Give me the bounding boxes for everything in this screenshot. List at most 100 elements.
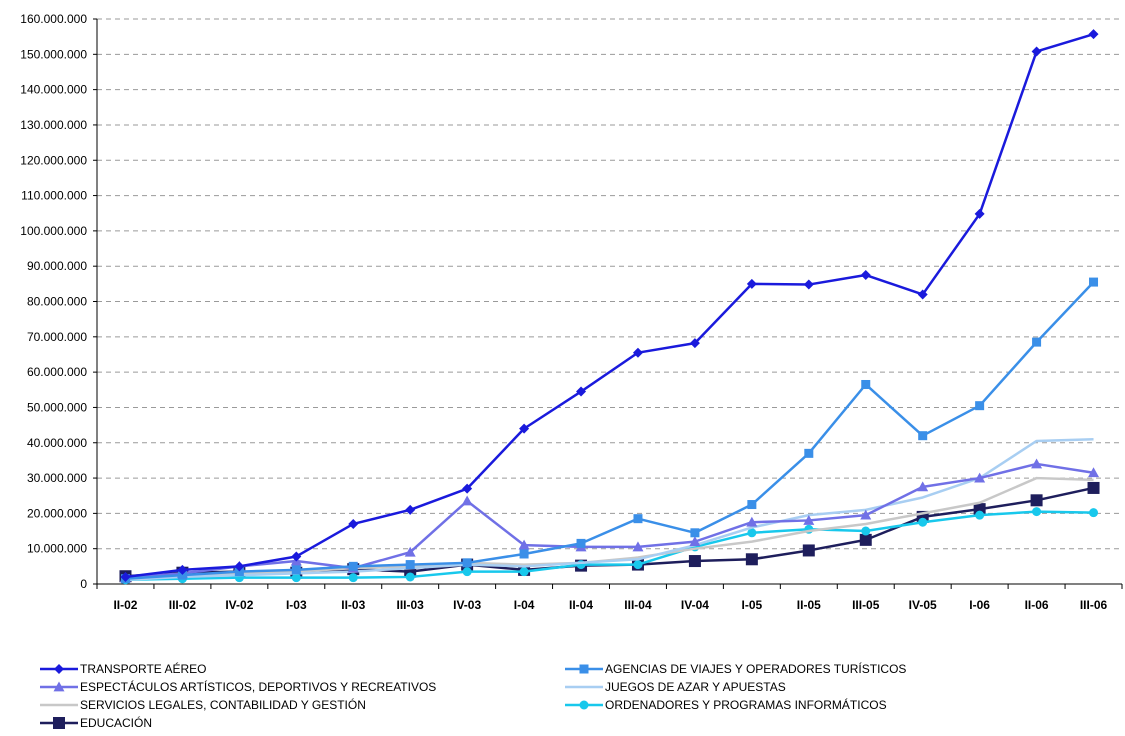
series-line (125, 437, 1094, 582)
legend-item: JUEGOS DE AZAR Y APUESTAS (565, 678, 786, 696)
data-point (861, 526, 871, 536)
data-point (348, 573, 358, 583)
data-point (917, 289, 928, 300)
data-point (234, 561, 245, 572)
data-point (462, 567, 472, 577)
data-point (803, 514, 815, 525)
data-point (1087, 481, 1100, 494)
y-tick-label: 130.000.000 (20, 118, 87, 132)
data-point (1030, 494, 1043, 507)
x-tick-label: III-03 (397, 598, 425, 612)
legend-label: TRANSPORTE AÉREO (80, 662, 207, 676)
data-point (746, 516, 758, 527)
data-point (291, 573, 301, 583)
data-point (234, 567, 244, 577)
legend-item: SERVICIOS LEGALES, CONTABILIDAD Y GESTIÓ… (40, 696, 366, 714)
data-point (405, 572, 415, 582)
data-point (975, 401, 985, 411)
series-line (125, 510, 1094, 582)
x-tick-label: II-06 (1025, 598, 1049, 612)
data-point (1088, 29, 1099, 40)
data-point (404, 546, 416, 557)
data-point (177, 570, 187, 580)
legend-item: ESPECTÁCULOS ARTÍSTICOS, DEPORTIVOS Y RE… (40, 678, 436, 696)
x-tick-label: IV-02 (225, 598, 253, 612)
data-point (689, 536, 701, 547)
legend-swatch (40, 717, 78, 729)
data-point (975, 510, 985, 520)
data-point (462, 483, 473, 494)
data-point (348, 561, 358, 571)
data-point (1088, 467, 1100, 478)
x-tick-label: II-05 (797, 598, 821, 612)
x-tick-label: III-05 (852, 598, 880, 612)
y-tick-label: 100.000.000 (20, 224, 87, 238)
data-point (917, 481, 929, 492)
data-point (348, 518, 359, 529)
data-point (861, 379, 871, 389)
data-point (461, 495, 473, 506)
y-tick-label: 140.000.000 (20, 83, 87, 97)
legend-item: AGENCIAS DE VIAJES Y OPERADORES TURÍSTIC… (565, 660, 906, 678)
data-point (859, 533, 872, 546)
data-point (688, 555, 701, 568)
y-tick-label: 70.000.000 (27, 330, 87, 344)
data-point (405, 560, 415, 570)
x-tick-label: III-06 (1080, 598, 1108, 612)
data-point (632, 541, 644, 552)
legend-label: SERVICIOS LEGALES, CONTABILIDAD Y GESTIÓ… (80, 698, 366, 712)
y-tick-label: 150.000.000 (20, 47, 87, 61)
legend-swatch-marker (579, 700, 589, 710)
data-point (1031, 458, 1043, 469)
data-point (745, 553, 758, 566)
data-point (689, 338, 700, 349)
y-tick-label: 40.000.000 (27, 436, 87, 450)
legend-swatch-marker (54, 664, 64, 674)
x-tick-label: I-06 (969, 598, 990, 612)
legend-swatch (565, 664, 603, 674)
legend-item: TRANSPORTE AÉREO (40, 660, 206, 678)
data-point (860, 270, 871, 281)
y-tick-label: 20.000.000 (27, 506, 87, 520)
x-tick-label: II-04 (569, 598, 593, 612)
legend-label: JUEGOS DE AZAR Y APUESTAS (605, 680, 786, 694)
y-tick-label: 10.000.000 (27, 542, 87, 556)
legend-item: ORDENADORES Y PROGRAMAS INFORMÁTICOS (565, 696, 887, 714)
data-point (291, 565, 301, 575)
x-tick-label: IV-05 (909, 598, 937, 612)
x-tick-label: IV-04 (681, 598, 709, 612)
data-point (519, 423, 530, 434)
data-point (519, 549, 529, 559)
data-point (974, 208, 985, 219)
y-tick-label: 60.000.000 (27, 365, 87, 379)
data-point (633, 560, 643, 570)
data-point (1032, 507, 1042, 517)
x-tick-label: I-04 (514, 598, 535, 612)
data-point (1089, 277, 1099, 287)
data-point (747, 500, 757, 510)
y-tick-label: 30.000.000 (27, 471, 87, 485)
data-point (974, 472, 986, 483)
legend-swatch (40, 664, 78, 674)
data-point (918, 431, 928, 441)
x-tick-label: III-02 (169, 598, 197, 612)
data-point (1031, 46, 1042, 57)
y-tick-label: 50.000.000 (27, 400, 87, 414)
data-point (918, 517, 928, 527)
y-tick-label: 90.000.000 (27, 259, 87, 273)
data-point (177, 564, 188, 575)
x-tick-label: I-03 (286, 598, 307, 612)
data-point (519, 567, 529, 577)
data-point (120, 571, 131, 582)
y-tick-label: 110.000.000 (21, 189, 87, 203)
data-point (405, 504, 416, 515)
x-tick-label: I-05 (742, 598, 763, 612)
y-tick-label: 80.000.000 (27, 295, 87, 309)
x-tick-label: II-02 (113, 598, 137, 612)
data-point (804, 448, 814, 458)
data-point (518, 539, 530, 550)
data-point (802, 544, 815, 557)
legend-label: ORDENADORES Y PROGRAMAS INFORMÁTICOS (605, 698, 887, 712)
series-line (125, 462, 1094, 579)
